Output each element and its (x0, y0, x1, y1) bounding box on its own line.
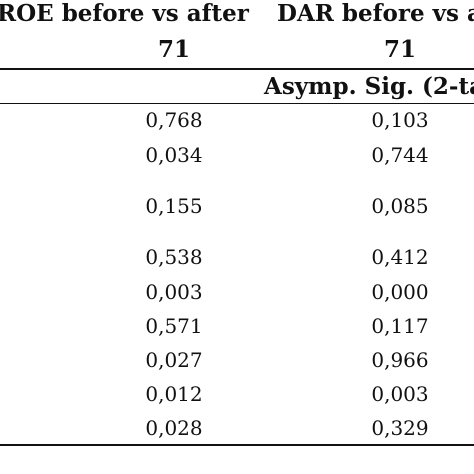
cell-roe: 0,012 (145, 382, 203, 406)
cell-dar: 0,966 (371, 348, 429, 372)
cell-roe: 0,028 (145, 416, 203, 440)
subheader-rule (0, 103, 474, 104)
cell-dar: 0,744 (371, 143, 429, 167)
cell-roe: 0,003 (145, 280, 203, 304)
col-n-dar: 71 (383, 36, 416, 63)
cell-dar: 0,117 (371, 314, 429, 338)
col-header-roe: ROE before vs after (0, 0, 249, 27)
cell-roe: 0,538 (145, 245, 203, 269)
asymp-sig-label: Asymp. Sig. (2-ta (264, 73, 474, 100)
cell-roe: 0,027 (145, 348, 203, 372)
cell-dar: 0,085 (371, 194, 429, 218)
cell-dar: 0,103 (371, 108, 429, 132)
cell-dar: 0,003 (371, 382, 429, 406)
cell-roe: 0,155 (145, 194, 203, 218)
cell-dar: 0,000 (371, 280, 429, 304)
col-header-dar: DAR before vs a (277, 0, 474, 27)
header-rule (0, 68, 474, 70)
col-n-roe: 71 (157, 36, 190, 63)
cell-dar: 0,329 (371, 416, 429, 440)
cell-dar: 0,412 (371, 245, 429, 269)
cell-roe: 0,768 (145, 108, 203, 132)
cell-roe: 0,571 (145, 314, 203, 338)
bottom-rule (0, 444, 474, 446)
cell-roe: 0,034 (145, 143, 203, 167)
